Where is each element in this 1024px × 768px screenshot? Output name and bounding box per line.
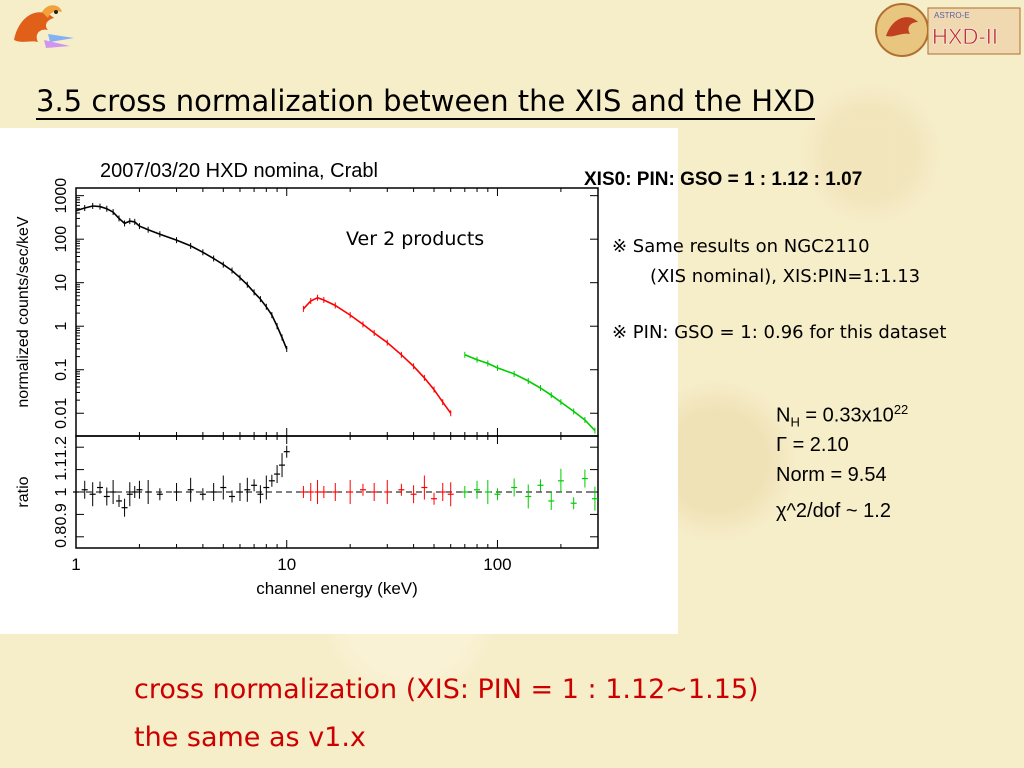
conclusion-line-2: the same as v1.x [134,722,366,753]
astro-e-hxd-logo-icon: ASTRO-E HXD-II [875,3,1021,57]
y-axis-label-top: normalized counts/sec/keV [15,216,32,408]
conclusion-line-1: cross normalization (XIS: PIN = 1 : 1.12… [134,674,759,705]
y-tick-label: 0.1 [53,359,70,381]
y-tick-label: 1000 [53,178,70,214]
ratio-tick-label: 0.8 [53,526,70,548]
y-tick-label: 10 [53,274,70,292]
ratio-tick-label: 1.1 [53,458,70,480]
bird-logo-icon [14,5,74,48]
note-ngc2110-detail: (XIS nominal), XIS:PIN=1:1.13 [650,266,921,287]
y-tick-label: 100 [53,226,70,253]
spectrum-series-line-1 [302,296,452,414]
spectrum-series-line-0 [75,205,288,350]
normalization-ratio: XIS0: PIN: GSO = 1 : 1.12 : 1.07 [584,169,863,190]
param-gamma: Γ = 2.10 [776,434,849,456]
svg-text:ASTRO-E: ASTRO-E [934,11,970,20]
spectrum-chart: 1 10 100 0.01 0.1 1 10 100 1000 0.80.9 1 1.11.2 chan… [15,178,599,598]
top-panel-frame [75,187,599,437]
x-axis-label: channel energy (keV) [256,579,418,598]
param-nh: NH = 0.33x1022 [776,402,909,430]
x-tick-label: 100 [483,555,511,574]
param-norm: Norm = 9.54 [776,464,887,486]
y-tick-label: 1 [53,322,70,331]
x-tick-label: 1 [71,555,80,574]
y-tick-label: 0.01 [53,398,70,429]
plot-caption: 2007/03/20 HXD nomina, Crabl [100,160,378,182]
x-tick-label: 10 [277,555,296,574]
ratio-tick-label: 1 [53,487,70,496]
y-axis-label-ratio: ratio [15,476,32,507]
hxd-logo-text: HXD-II [932,24,998,49]
plot-note: Ver 2 products [346,228,485,250]
param-chi2: χ^2/dof ~ 1.2 [776,500,891,522]
note-pin-gso: ※ PIN: GSO = 1: 0.96 for this dataset [612,322,947,343]
slide-title: 3.5 cross normalization between the XIS … [36,84,816,120]
ratio-tick-label: 1.2 [53,436,70,458]
note-ngc2110: ※ Same results on NGC2110 [612,236,870,257]
ratio-tick-label: 0.9 [53,503,70,525]
spectrum-series-line-2 [464,354,596,432]
